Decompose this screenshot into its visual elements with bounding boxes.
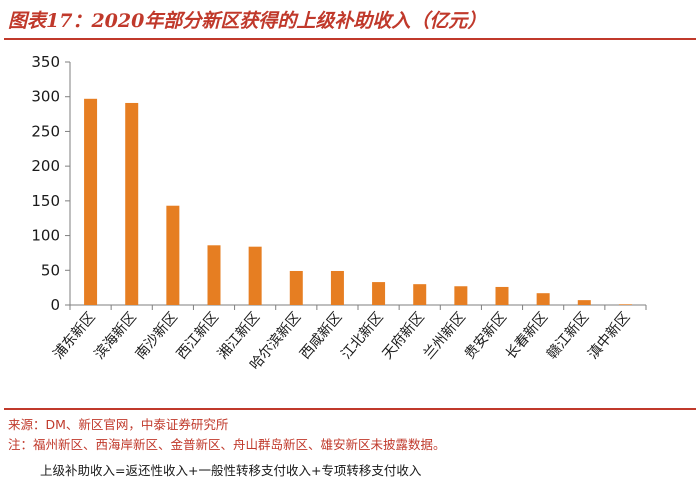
bar-6 (289, 270, 303, 305)
bar-9 (413, 284, 427, 305)
x-tick-label: 西江新区 (174, 309, 222, 362)
source-note: 来源：DM、新区官网，中泰证券研究所 (8, 417, 229, 432)
bar-12 (536, 293, 550, 305)
bar-14 (618, 304, 632, 305)
chart-bars (84, 98, 632, 305)
x-tick-label: 天府新区 (380, 309, 428, 362)
bar-2 (125, 102, 139, 305)
bar-1 (84, 98, 98, 305)
x-tick-label: 贵安新区 (462, 309, 510, 362)
y-tick-label: 250 (31, 122, 60, 140)
bar-11 (495, 286, 509, 305)
y-tick-label: 300 (31, 88, 60, 106)
x-tick-label: 滨海新区 (92, 309, 140, 362)
y-tick-label: 100 (31, 227, 60, 245)
x-tick-label: 南沙新区 (133, 309, 181, 362)
bar-3 (166, 205, 180, 305)
chart-title: 图表17：2020年部分新区获得的上级补助收入（亿元） (8, 10, 487, 32)
bar-7 (330, 270, 344, 305)
footer-divider (4, 408, 696, 410)
y-tick-label: 350 (31, 53, 60, 71)
y-tick-label: 50 (41, 261, 60, 279)
title-divider (4, 38, 696, 40)
disclosure-note: 注：福州新区、西海岸新区、金普新区、舟山群岛新区、雄安新区未披露数据。 (8, 437, 446, 452)
y-tick-label: 150 (31, 192, 60, 210)
bar-8 (372, 282, 386, 305)
formula-note: 上级补助收入=返还性收入+一般性转移支付收入+专项转移支付收入 (40, 463, 422, 478)
y-tick-label: 0 (50, 296, 60, 314)
bar-5 (248, 246, 262, 305)
bar-4 (207, 245, 221, 305)
bar-13 (577, 300, 591, 305)
x-tick-label: 浦东新区 (50, 309, 98, 362)
x-tick-label: 兰州新区 (421, 309, 469, 362)
x-tick-label: 滇中新区 (585, 309, 633, 362)
y-tick-labels: 0 50 100 150 200 250 300 350 (31, 53, 60, 314)
x-tick-label: 西咸新区 (297, 309, 345, 362)
bar-chart: 0 50 100 150 200 250 300 350 浦东新区滨海新区南沙新区西江新区湘江… (31, 53, 647, 373)
x-tick-label: 赣江新区 (544, 309, 592, 362)
x-tick-label: 长春新区 (503, 309, 551, 362)
y-tick-label: 200 (31, 157, 60, 175)
bar-10 (454, 286, 468, 305)
chart-axes (65, 61, 647, 310)
x-tick-label: 江北新区 (338, 309, 386, 362)
x-tick-labels: 浦东新区滨海新区南沙新区西江新区湘江新区哈尔滨新区西咸新区江北新区天府新区兰州新… (50, 309, 633, 373)
